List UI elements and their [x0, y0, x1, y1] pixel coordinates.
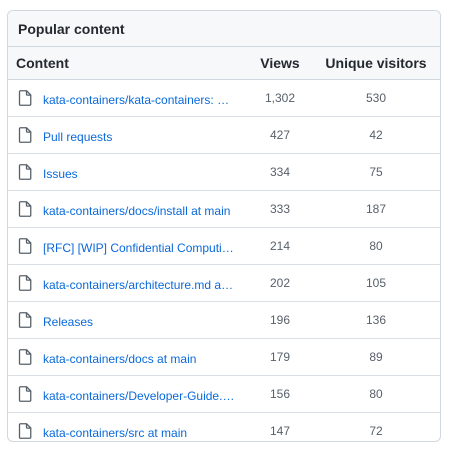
- views-cell: 1,302: [248, 79, 312, 117]
- content-cell: Issues: [8, 153, 248, 191]
- table-row: kata-containers/Developer-Guide.md at ma…: [8, 375, 440, 413]
- table-header-row: Content Views Unique visitors: [8, 47, 440, 80]
- content-link[interactable]: Releases: [43, 315, 94, 329]
- content-link[interactable]: kata-containers/docs at main: [43, 352, 197, 366]
- unique-visitors-cell: 136: [312, 301, 440, 339]
- content-cell: kata-containers/src at main: [8, 413, 248, 442]
- views-cell: 427: [248, 116, 312, 154]
- unique-visitors-cell: 80: [312, 375, 440, 413]
- views-cell: 334: [248, 153, 312, 191]
- file-icon: [18, 423, 32, 439]
- views-cell: 179: [248, 338, 312, 376]
- file-icon: [18, 238, 32, 254]
- views-cell: 333: [248, 190, 312, 228]
- views-cell: 202: [248, 264, 312, 302]
- content-link[interactable]: kata-containers/kata-containers: Kata Co…: [43, 93, 235, 107]
- unique-visitors-cell: 42: [312, 116, 440, 154]
- file-icon: [18, 164, 32, 180]
- file-icon: [18, 312, 32, 328]
- file-icon: [18, 90, 32, 106]
- views-cell: 156: [248, 375, 312, 413]
- column-header-unique-visitors: Unique visitors: [312, 47, 440, 80]
- content-link[interactable]: kata-containers/docs/install at main: [43, 204, 231, 218]
- content-cell: [RFC] [WIP] Confidential Computing: [8, 227, 248, 265]
- views-cell: 196: [248, 301, 312, 339]
- content-link[interactable]: kata-containers/Developer-Guide.md at ma…: [43, 389, 235, 403]
- unique-visitors-cell: 75: [312, 153, 440, 191]
- unique-visitors-cell: 187: [312, 190, 440, 228]
- table-row: Issues 334 75: [8, 153, 440, 191]
- content-link[interactable]: Issues: [43, 167, 78, 181]
- unique-visitors-cell: 80: [312, 227, 440, 265]
- table-row: [RFC] [WIP] Confidential Computing 214 80: [8, 227, 440, 265]
- unique-visitors-cell: 105: [312, 264, 440, 302]
- popular-content-panel: Popular content Content Views Unique vis…: [7, 10, 441, 442]
- content-cell: kata-containers/docs at main: [8, 338, 248, 376]
- content-cell: kata-containers/kata-containers: Kata Co…: [8, 79, 248, 117]
- content-cell: kata-containers/docs/install at main: [8, 190, 248, 228]
- unique-visitors-cell: 530: [312, 79, 440, 117]
- unique-visitors-cell: 89: [312, 338, 440, 376]
- file-icon: [18, 275, 32, 291]
- file-icon: [18, 201, 32, 217]
- table-row: Pull requests 427 42: [8, 116, 440, 154]
- file-icon: [18, 127, 32, 143]
- table-row: kata-containers/kata-containers: Kata Co…: [8, 79, 440, 117]
- popular-content-table: Content Views Unique visitors kata-conta…: [8, 47, 440, 442]
- content-cell: kata-containers/architecture.md at main: [8, 264, 248, 302]
- content-link[interactable]: [RFC] [WIP] Confidential Computing: [43, 241, 235, 255]
- column-header-content: Content: [8, 47, 248, 80]
- unique-visitors-cell: 72: [369, 424, 383, 438]
- panel-title: Popular content: [18, 20, 125, 37]
- table-row: kata-containers/docs/install at main 333 1…: [8, 190, 440, 228]
- views-cell: 214: [248, 227, 312, 265]
- content-cell: Pull requests: [8, 116, 248, 154]
- panel-header: Popular content: [8, 11, 440, 47]
- content-link[interactable]: kata-containers/src at main: [43, 426, 188, 440]
- table-row: Releases 196 136: [8, 301, 440, 339]
- table-row: kata-containers/src at main 147 72: [8, 413, 440, 442]
- content-link[interactable]: Pull requests: [43, 130, 113, 144]
- file-icon: [18, 349, 32, 365]
- file-icon: [18, 386, 32, 402]
- column-header-views: Views: [248, 47, 312, 80]
- content-cell: kata-containers/Developer-Guide.md at ma…: [8, 375, 248, 413]
- content-cell: Releases: [8, 301, 248, 339]
- table-row: kata-containers/docs at main 179 89: [8, 338, 440, 376]
- content-link[interactable]: kata-containers/architecture.md at main: [43, 278, 235, 292]
- table-row: kata-containers/architecture.md at main 2…: [8, 264, 440, 302]
- views-cell: 147: [269, 424, 291, 438]
